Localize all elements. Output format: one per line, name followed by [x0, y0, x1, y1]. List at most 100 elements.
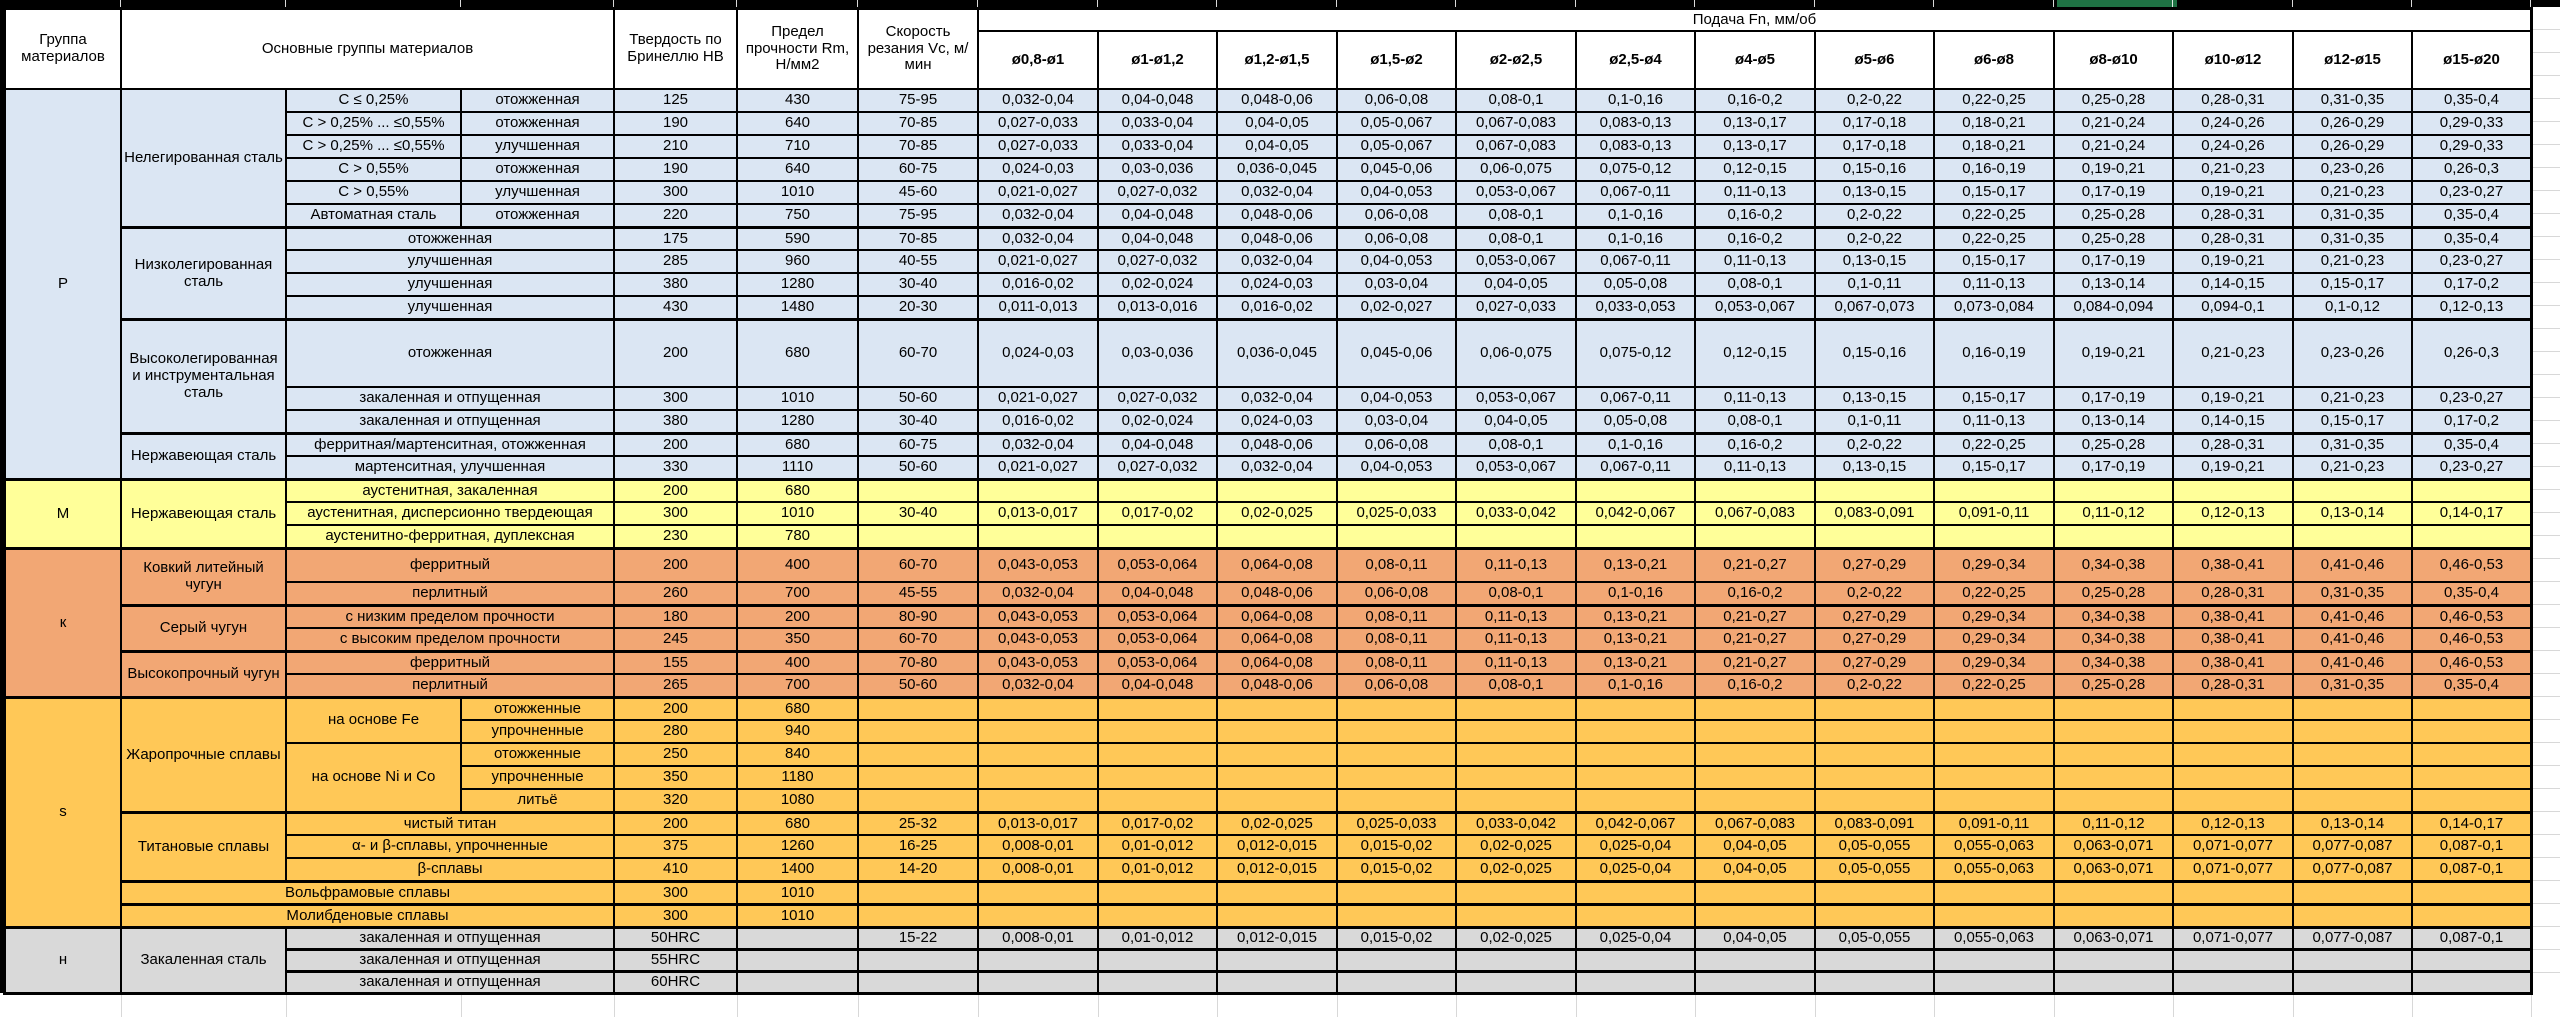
feed-cell[interactable] [1098, 766, 1217, 789]
material-cell[interactable]: Титановые сплавы [121, 812, 286, 881]
feed-cell[interactable] [2054, 904, 2173, 927]
feed-cell[interactable]: 0,015-0,02 [1337, 927, 1456, 949]
material-cell[interactable]: мартенситная, улучшенная [286, 456, 614, 479]
feed-cell[interactable]: 0,042-0,067 [1576, 812, 1695, 835]
rm-cell[interactable]: 680 [737, 319, 858, 387]
feed-cell[interactable]: 0,053-0,064 [1098, 651, 1217, 674]
feed-cell[interactable]: 0,08-0,1 [1695, 273, 1815, 296]
feed-cell[interactable]: 0,012-0,015 [1217, 927, 1337, 949]
feed-cell[interactable]: 0,11-0,12 [2054, 502, 2173, 525]
feed-cell[interactable]: 0,067-0,11 [1576, 456, 1695, 479]
feed-cell[interactable]: 0,04-0,05 [1456, 410, 1576, 433]
feed-cell[interactable]: 0,08-0,1 [1695, 410, 1815, 433]
feed-cell[interactable]: 0,23-0,27 [2412, 181, 2531, 204]
feed-cell[interactable]: 0,017-0,02 [1098, 812, 1217, 835]
feed-cell[interactable] [2412, 766, 2531, 789]
feed-cell[interactable]: 0,04-0,048 [1098, 674, 1217, 697]
feed-cell[interactable]: 0,29-0,34 [1934, 548, 2054, 582]
feed-cell[interactable]: 0,043-0,053 [978, 628, 1098, 651]
feed-cell[interactable]: 0,11-0,13 [1695, 387, 1815, 410]
feed-cell[interactable]: 0,35-0,4 [2412, 433, 2531, 456]
feed-cell[interactable]: 0,1-0,11 [1815, 273, 1934, 296]
feed-cell[interactable]: 0,12-0,13 [2412, 296, 2531, 319]
material-cell[interactable]: Нержавеющая сталь [121, 479, 286, 548]
header-cutting-speed-cell[interactable]: Скорость резания Vc, м/мин [858, 9, 978, 89]
feed-cell[interactable]: 0,045-0,06 [1337, 158, 1456, 181]
feed-cell[interactable] [1217, 766, 1337, 789]
feed-cell[interactable] [1815, 479, 1934, 502]
feed-cell[interactable]: 0,091-0,11 [1934, 502, 2054, 525]
rm-cell[interactable]: 1180 [737, 766, 858, 789]
header-group-cell[interactable]: Группа материалов [5, 9, 121, 89]
feed-cell[interactable]: 0,24-0,26 [2173, 112, 2293, 135]
feed-cell[interactable]: 0,05-0,055 [1815, 927, 1934, 949]
feed-cell[interactable]: 0,31-0,35 [2293, 433, 2412, 456]
feed-cell[interactable]: 0,064-0,08 [1217, 628, 1337, 651]
feed-cell[interactable] [1456, 720, 1576, 743]
feed-cell[interactable] [2173, 904, 2293, 927]
feed-cell[interactable]: 0,31-0,35 [2293, 674, 2412, 697]
feed-cell[interactable]: 0,013-0,017 [978, 502, 1098, 525]
hb-cell[interactable]: 200 [614, 812, 737, 835]
feed-cell[interactable]: 0,06-0,075 [1456, 158, 1576, 181]
vc-cell[interactable]: 30-40 [858, 502, 978, 525]
rm-cell[interactable]: 1260 [737, 835, 858, 858]
group-letter-cell[interactable]: к [5, 548, 121, 697]
feed-cell[interactable]: 0,036-0,045 [1217, 319, 1337, 387]
feed-cell[interactable]: 0,08-0,1 [1456, 433, 1576, 456]
hb-cell[interactable]: 200 [614, 548, 737, 582]
feed-cell[interactable]: 0,17-0,18 [1815, 112, 1934, 135]
feed-cell[interactable]: 0,087-0,1 [2412, 858, 2531, 881]
feed-cell[interactable] [2412, 949, 2531, 971]
feed-cell[interactable]: 0,048-0,06 [1217, 433, 1337, 456]
feed-cell[interactable]: 0,027-0,033 [1456, 296, 1576, 319]
feed-cell[interactable]: 0,19-0,21 [2054, 319, 2173, 387]
feed-cell[interactable] [1098, 971, 1217, 993]
feed-cell[interactable]: 0,1-0,16 [1576, 227, 1695, 250]
material-cell[interactable]: закаленная и отпущенная [286, 971, 614, 993]
diameter-header-cell[interactable]: ø1,5-ø2 [1337, 31, 1456, 89]
feed-cell[interactable]: 0,064-0,08 [1217, 605, 1337, 628]
group-letter-cell[interactable]: s [5, 697, 121, 927]
feed-cell[interactable]: 0,16-0,2 [1695, 227, 1815, 250]
feed-cell[interactable]: 0,064-0,08 [1217, 548, 1337, 582]
feed-cell[interactable] [1695, 743, 1815, 766]
material-cell[interactable]: закаленная и отпущенная [286, 927, 614, 949]
feed-cell[interactable]: 0,08-0,1 [1456, 674, 1576, 697]
feed-cell[interactable] [1695, 949, 1815, 971]
feed-cell[interactable] [2293, 971, 2412, 993]
feed-cell[interactable]: 0,025-0,033 [1337, 812, 1456, 835]
feed-cell[interactable]: 0,26-0,29 [2293, 112, 2412, 135]
hb-cell[interactable]: 380 [614, 273, 737, 296]
hb-cell[interactable]: 300 [614, 502, 737, 525]
vc-cell[interactable]: 80-90 [858, 605, 978, 628]
feed-cell[interactable]: 0,13-0,14 [2054, 273, 2173, 296]
feed-cell[interactable] [1337, 949, 1456, 971]
diameter-header-cell[interactable]: ø1-ø1,2 [1098, 31, 1217, 89]
feed-cell[interactable]: 0,073-0,084 [1934, 296, 2054, 319]
vc-cell[interactable] [858, 766, 978, 789]
feed-cell[interactable]: 0,03-0,04 [1337, 410, 1456, 433]
diameter-header-cell[interactable]: ø2,5-ø4 [1576, 31, 1695, 89]
feed-cell[interactable]: 0,06-0,08 [1337, 433, 1456, 456]
material-cell[interactable]: аустенитно-ферритная, дуплексная [286, 525, 614, 548]
feed-cell[interactable] [2293, 766, 2412, 789]
rm-cell[interactable]: 1010 [737, 881, 858, 904]
material-cell[interactable]: C > 0,25% ... ≤0,55% [286, 112, 461, 135]
feed-cell[interactable] [1815, 949, 1934, 971]
feed-cell[interactable]: 0,16-0,2 [1695, 582, 1815, 605]
feed-cell[interactable]: 0,032-0,04 [978, 674, 1098, 697]
vc-cell[interactable]: 50-60 [858, 456, 978, 479]
feed-cell[interactable]: 0,04-0,048 [1098, 204, 1217, 227]
feed-cell[interactable]: 0,02-0,024 [1098, 410, 1217, 433]
feed-cell[interactable] [2054, 479, 2173, 502]
feed-cell[interactable] [2173, 971, 2293, 993]
feed-cell[interactable]: 0,032-0,04 [978, 204, 1098, 227]
feed-cell[interactable]: 0,27-0,29 [1815, 628, 1934, 651]
feed-cell[interactable]: 0,17-0,18 [1815, 135, 1934, 158]
feed-cell[interactable]: 0,29-0,34 [1934, 605, 2054, 628]
feed-cell[interactable]: 0,06-0,08 [1337, 674, 1456, 697]
feed-cell[interactable]: 0,04-0,05 [1695, 835, 1815, 858]
feed-cell[interactable]: 0,02-0,025 [1456, 835, 1576, 858]
feed-cell[interactable]: 0,25-0,28 [2054, 204, 2173, 227]
